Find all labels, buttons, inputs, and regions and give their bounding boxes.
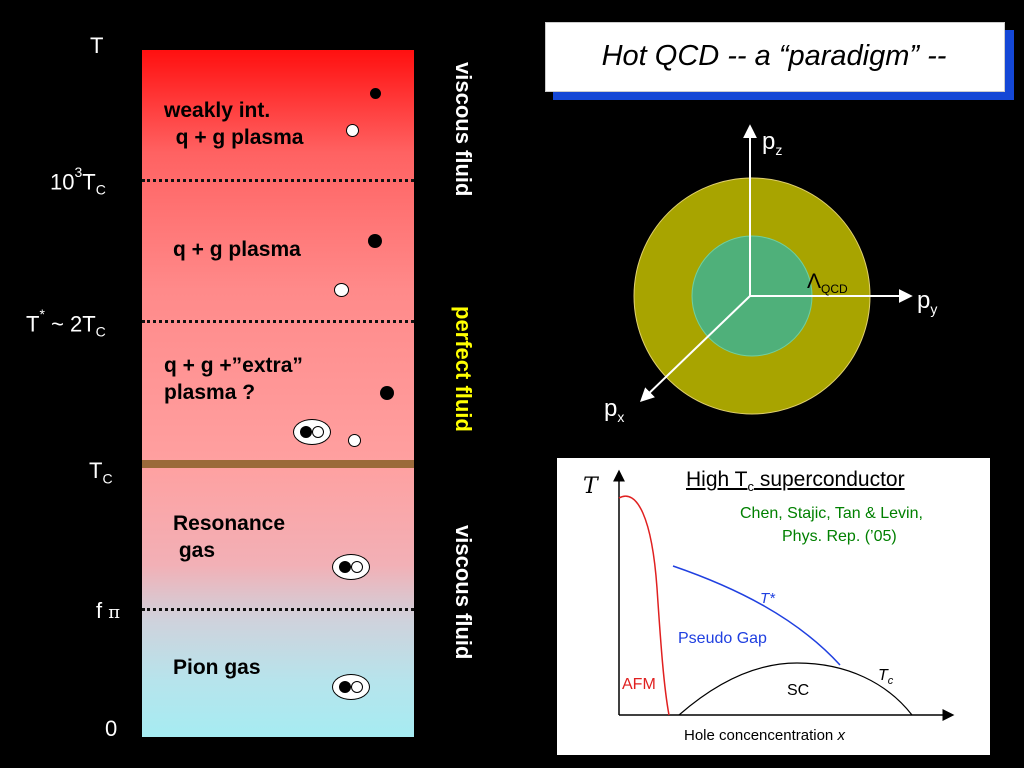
gluon-dot: [334, 283, 349, 297]
axis-label-tstar: T* ~ 2TC: [26, 306, 106, 340]
region-extra-plasma: q + g +”extra” plasma ?: [164, 354, 303, 404]
axis-label-1000tc: 103TC: [50, 164, 106, 198]
axis-label-tc: TC: [89, 458, 113, 487]
pseudo-gap-label: Pseudo Gap: [678, 630, 767, 647]
title-box: [545, 22, 1005, 92]
px-axis: [639, 295, 751, 402]
bound-pair-icon: [332, 554, 370, 580]
gluon-dot: [346, 124, 359, 137]
bound-pair-icon: [293, 419, 331, 445]
region-pion-gas: Pion gas: [173, 656, 261, 679]
region-qg-plasma: q + g plasma: [173, 238, 301, 261]
quark-dot: [368, 234, 382, 248]
sc-region-label: SC: [787, 682, 810, 699]
fluid-label-viscous-bottom: viscous fluid: [451, 525, 476, 660]
superconductor-plot: [613, 469, 955, 721]
tc-curve: [678, 662, 913, 716]
afm-label: AFM: [622, 676, 656, 693]
pseudo-gap-curve: [672, 565, 841, 666]
region-resonance-gas: Resonance gas: [173, 512, 286, 562]
divider-tc: [142, 460, 414, 468]
afm-curve: [618, 495, 670, 716]
lambda-qcd-label: ΛQCD: [807, 270, 848, 297]
sc-x-axis-label: Hole concencentration x: [684, 727, 845, 744]
divider-tstar: [142, 320, 414, 323]
gluon-dot: [348, 434, 361, 447]
region-weakly-int: weakly int. q + g plasma: [164, 99, 304, 149]
tc-curve-label: Tc: [878, 667, 894, 688]
fluid-label-perfect: perfect fluid: [451, 306, 476, 432]
fluid-label-viscous-top: viscous fluid: [451, 62, 476, 197]
divider-fpi: [142, 608, 414, 611]
tstar-curve-label: T*: [760, 590, 775, 607]
quark-dot: [370, 88, 381, 99]
divider-1000tc: [142, 179, 414, 182]
py-label: py: [917, 287, 938, 317]
quark-dot: [380, 386, 394, 400]
superconductor-phase-diagram: [557, 458, 990, 755]
bound-pair-icon: [332, 674, 370, 700]
sc-reference-line1: Chen, Stajic, Tan & Levin,: [740, 505, 923, 522]
pz-label: pz: [762, 128, 783, 158]
sc-y-axis-label: T: [583, 474, 598, 499]
temperature-strip: [142, 50, 414, 737]
axis-label-fpi: f π: [96, 598, 121, 623]
momentum-sphere-diagram: [633, 124, 913, 415]
axis-label-t: T: [90, 33, 104, 58]
sc-title: High Tc superconductor: [686, 468, 905, 495]
slide-title: Hot QCD -- a “paradigm” --: [601, 39, 947, 72]
temperature-label: T: [880, 272, 893, 295]
sc-reference-line2: Phys. Rep. (’05): [782, 528, 897, 545]
px-label: px: [604, 395, 625, 425]
axis-label-zero: 0: [105, 716, 118, 741]
